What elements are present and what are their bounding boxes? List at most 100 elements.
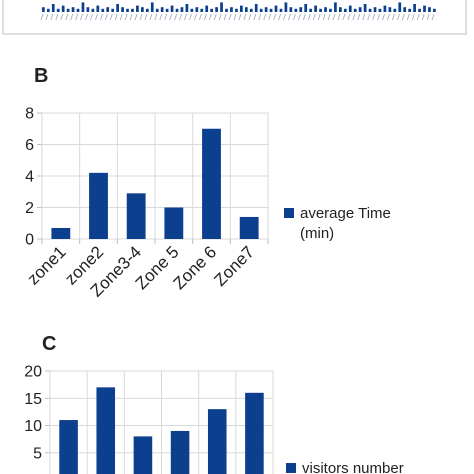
panel-a-bar: [106, 7, 110, 12]
panel-c-chart: 0 5 10 15 20 visitors number: [24, 364, 404, 474]
panel-a-bar: [145, 8, 149, 12]
panel-c-y-tick-label: 15: [24, 391, 42, 408]
panel-b-y-tick-label: 2: [25, 200, 34, 217]
panel-a-bar: [215, 7, 218, 12]
panel-c-letter: C: [42, 333, 56, 355]
panel-a-tick-label-blur: [248, 13, 252, 21]
panel-a-bar: [235, 8, 238, 12]
panel-a-bar: [155, 8, 159, 12]
panel-b-legend-label: (min): [300, 225, 334, 242]
panel-a-bar: [358, 7, 362, 12]
panel-a-bar: [309, 8, 313, 12]
panel-a-bar: [195, 7, 199, 12]
panel-a-tick-label-blur: [253, 13, 257, 21]
panel-a-bar: [240, 5, 243, 12]
panel-a-tick-label-blur: [337, 13, 341, 21]
panel-a-bar: [269, 8, 273, 12]
panel-a-bar: [398, 2, 402, 13]
panel-a-tick-label-blur: [268, 13, 272, 21]
panel-a-tick-label-blur: [243, 13, 247, 21]
panel-a-bar: [378, 8, 382, 12]
panel-a-frame: [2, 0, 467, 35]
panel-a-tick-label-blur: [169, 13, 173, 21]
panel-c-bar: [96, 387, 116, 474]
panel-a-tick-label-blur: [238, 13, 242, 21]
panel-a-bar: [343, 8, 347, 12]
panel-b-category-label: Zone7: [210, 242, 258, 290]
panel-b-bar: [164, 207, 184, 239]
panel-a-tick-label-blur: [184, 13, 187, 21]
panel-a-bar: [46, 8, 50, 12]
panel-a-bar: [160, 7, 164, 12]
panel-a-tick-label-blur: [298, 13, 301, 21]
panel-a-bar: [121, 7, 124, 12]
panel-a-bar: [368, 8, 372, 12]
panel-c-y-ticks: 0 5 10 15 20: [24, 364, 42, 474]
panel-c-bar: [59, 420, 78, 474]
panel-a-bar: [56, 8, 60, 12]
panel-a-tick-label-blur: [362, 13, 366, 21]
panel-a-tick-label-blur: [317, 13, 321, 21]
panel-a-bar: [42, 7, 45, 12]
panel-c-bar: [245, 392, 264, 474]
panel-a-tick-label-blur: [90, 13, 93, 21]
panel-a-tick-label-blur: [189, 13, 192, 21]
panel-a-tick-label-blur: [357, 13, 361, 21]
panel-a-tick-label-blur: [149, 13, 153, 21]
panel-a-bar: [185, 4, 189, 12]
panel-c-legend-swatch: [286, 463, 296, 473]
panel-a-bars: [42, 2, 436, 13]
panel-a-bar: [339, 7, 342, 12]
panel-a-tick-label-blur: [387, 13, 390, 21]
panel-a-tick-label-blur: [213, 13, 217, 21]
panel-a-tick-label-blur: [194, 13, 197, 21]
panel-a-bar: [259, 8, 263, 12]
panel-a-tick-label-blur: [332, 13, 336, 21]
panel-a-tick-label-blur: [65, 13, 69, 21]
panel-b-gridlines: [37, 112, 269, 244]
panel-b-y-tick-label: 8: [25, 106, 34, 123]
panel-a-tick-label-blur: [421, 13, 425, 21]
panel-a-tick-label-blur: [397, 13, 400, 21]
panel-a-tick-label-blur: [278, 13, 281, 21]
panel-a-tick-label-blur: [288, 13, 291, 21]
panel-a-bar: [304, 4, 308, 12]
panel-a-bar: [51, 4, 55, 12]
panel-b-y-ticks: 0 2 4 6 8: [25, 106, 34, 249]
panel-a-category-labels: [40, 13, 435, 21]
panel-b-legend-label: average Time: [300, 205, 391, 222]
panel-a-bar: [373, 7, 377, 12]
panel-a-tick-label-blur: [154, 13, 158, 21]
panel-a-tick-label-blur: [367, 13, 371, 21]
panel-b-category-label: zone1: [23, 242, 69, 288]
panel-c-y-tick-label: 10: [24, 418, 42, 435]
panel-a-bar: [136, 5, 139, 12]
panel-a-tick-label-blur: [431, 13, 435, 21]
panel-a-bar: [254, 4, 258, 12]
panel-a-bar: [116, 4, 119, 12]
panel-a-tick-label-blur: [55, 13, 59, 21]
panel-a-bar: [299, 7, 303, 12]
panel-a-tick-label-blur: [273, 13, 277, 21]
panel-a-tick-label-blur: [293, 13, 296, 21]
panel-a-tick-label-blur: [228, 13, 232, 21]
panel-a-tick-label-blur: [174, 13, 178, 21]
panel-a-tick-label-blur: [401, 13, 405, 21]
panel-a-bar: [383, 5, 387, 12]
panel-a-tick-label-blur: [129, 13, 133, 21]
panel-b-legend: average Time (min): [284, 205, 391, 242]
panel-a-tick-label-blur: [258, 13, 262, 21]
panel-a-tick-label-blur: [109, 13, 113, 21]
panel-c-bar: [170, 430, 190, 474]
panel-a-bar: [170, 5, 174, 12]
panel-b-legend-swatch: [284, 208, 294, 218]
panel-a-tick-label-blur: [114, 13, 118, 21]
panel-a-bar: [220, 2, 223, 13]
panel-a-tick-label-blur: [144, 13, 148, 21]
panel-a-tick-label-blur: [159, 13, 163, 21]
panel-a-bar: [264, 7, 268, 12]
panel-a-tick-label-blur: [302, 13, 306, 21]
panel-a-bar: [428, 7, 431, 12]
